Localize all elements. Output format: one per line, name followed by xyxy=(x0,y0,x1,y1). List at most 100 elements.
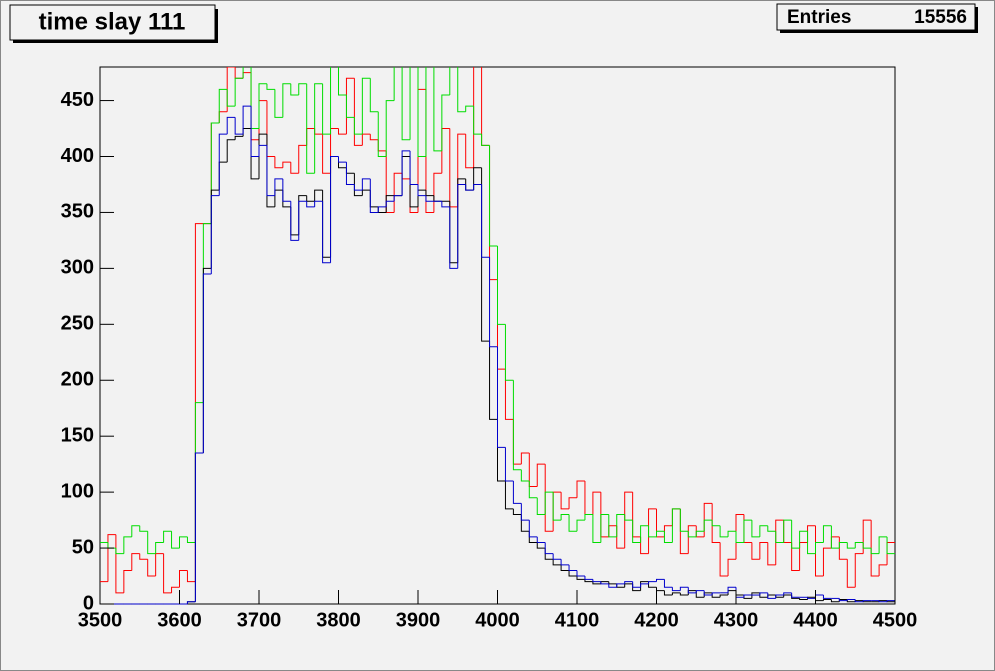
histogram-step xyxy=(727,530,736,537)
histogram-step xyxy=(759,592,768,596)
title-shadow xyxy=(215,9,218,42)
histogram-step xyxy=(719,542,729,577)
histogram-step xyxy=(441,94,450,151)
histogram-step xyxy=(576,480,585,498)
histogram-step xyxy=(560,514,570,521)
histogram-step xyxy=(791,592,800,598)
histogram-step xyxy=(544,542,554,555)
histogram-step xyxy=(163,530,172,543)
histogram-step xyxy=(218,133,228,196)
histogram-step xyxy=(194,452,204,602)
histogram-step xyxy=(465,134,474,169)
histogram-step xyxy=(751,592,760,599)
histogram-step xyxy=(457,183,466,269)
histogram-step xyxy=(186,536,196,543)
histogram-step xyxy=(512,380,522,471)
histogram-step xyxy=(282,83,291,118)
histogram-step xyxy=(298,144,307,174)
histogram-step xyxy=(830,525,840,549)
histogram-step xyxy=(353,184,363,191)
stats-label: Entries xyxy=(787,7,851,28)
histogram-step xyxy=(234,77,244,107)
histogram-step xyxy=(624,491,633,549)
histogram-step xyxy=(504,369,514,420)
histogram-step xyxy=(465,184,474,191)
histogram-step xyxy=(473,167,482,191)
x-tick-label: 3500 xyxy=(78,609,123,631)
histogram-step xyxy=(878,564,888,577)
title-shadow xyxy=(13,40,218,43)
x-tick-label: 4300 xyxy=(714,609,759,631)
histogram-step xyxy=(751,520,760,538)
histogram-step xyxy=(624,514,633,521)
histogram-step xyxy=(743,519,752,543)
histogram-step xyxy=(139,525,148,532)
histogram-step xyxy=(171,586,180,593)
histogram-step xyxy=(353,78,363,146)
histogram-step xyxy=(767,542,776,566)
histogram-step xyxy=(632,520,641,543)
histogram-step xyxy=(775,519,784,565)
histogram-step xyxy=(703,519,713,532)
histogram-step xyxy=(441,201,450,208)
histogram-step xyxy=(822,547,832,577)
x-tick-label: 4400 xyxy=(793,609,838,631)
histogram-step xyxy=(242,105,252,135)
histogram-step xyxy=(870,520,880,577)
histogram-step xyxy=(489,145,498,247)
histogram-step xyxy=(807,597,816,599)
histogram-step xyxy=(830,599,840,603)
histogram-step xyxy=(815,541,824,554)
histogram-step xyxy=(711,592,721,596)
histogram-step xyxy=(330,67,332,135)
histogram-step xyxy=(719,594,729,598)
histogram-step xyxy=(425,195,434,202)
histogram-step xyxy=(799,530,808,549)
x-tick-label: 3700 xyxy=(237,609,282,631)
histogram-step xyxy=(457,67,466,113)
histogram-step xyxy=(338,67,347,96)
histogram-step xyxy=(489,341,498,420)
histogram-step xyxy=(735,514,744,560)
histogram-step xyxy=(854,541,864,549)
histogram-step xyxy=(489,257,498,348)
histogram-step xyxy=(449,206,458,269)
y-tick-label: 50 xyxy=(72,536,94,558)
y-tick-label: 400 xyxy=(61,145,94,167)
histogram-step xyxy=(497,246,506,325)
histogram-step xyxy=(274,156,283,169)
histogram-step xyxy=(846,542,856,549)
title-box xyxy=(9,4,216,41)
histogram-step xyxy=(401,67,411,141)
histogram-step xyxy=(870,548,880,555)
histogram-step xyxy=(632,581,641,588)
histogram-step xyxy=(759,525,768,537)
histogram-step xyxy=(139,553,148,560)
histogram-step xyxy=(186,570,196,583)
histogram-step xyxy=(163,553,172,594)
stats-value: 15556 xyxy=(914,7,967,28)
histogram-step xyxy=(504,447,514,482)
histogram-step xyxy=(520,452,530,465)
histogram-step xyxy=(274,89,283,118)
histogram-step xyxy=(536,542,546,549)
stats-box xyxy=(776,3,976,31)
histogram-step xyxy=(751,542,760,560)
histogram-step xyxy=(703,590,713,596)
histogram-step xyxy=(600,514,609,543)
histogram-step xyxy=(552,553,562,560)
histogram-step xyxy=(131,525,140,537)
histogram-step xyxy=(640,583,649,588)
histogram-step xyxy=(250,106,259,157)
histogram-step xyxy=(695,590,705,593)
histogram-step xyxy=(290,83,299,96)
histogram-step xyxy=(202,273,212,453)
histogram-step xyxy=(584,579,593,583)
histogram-step xyxy=(878,600,888,603)
histogram-step xyxy=(234,135,244,140)
histogram-step xyxy=(656,578,665,582)
histogram-step xyxy=(314,83,323,174)
histogram-step xyxy=(298,200,307,241)
histogram-step xyxy=(258,83,267,129)
histogram-step xyxy=(528,520,538,538)
